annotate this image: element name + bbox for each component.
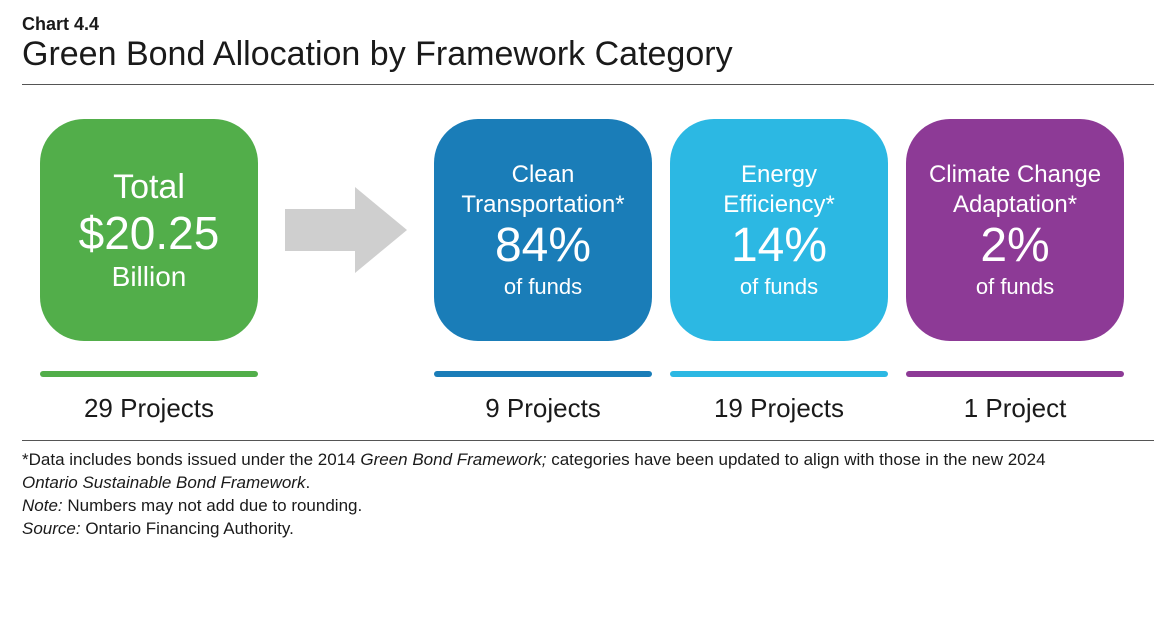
footnote-text: categories have been updated to align wi… xyxy=(547,450,1046,469)
category-underline xyxy=(906,371,1124,377)
chart-number: Chart 4.4 xyxy=(22,14,1154,35)
footnote-asterisk: *Data includes bonds issued under the 20… xyxy=(22,449,1154,495)
note-label: Note: xyxy=(22,496,63,515)
category-tile: Energy Efficiency* 14% of funds xyxy=(670,119,888,341)
category-sublabel: of funds xyxy=(976,273,1054,301)
total-unit: Billion xyxy=(112,259,187,294)
total-column: Total $20.25 Billion 29 Projects xyxy=(40,119,258,424)
total-label: Total xyxy=(113,166,185,209)
footnote-em: Green Bond Framework; xyxy=(360,450,546,469)
total-amount: $20.25 xyxy=(79,208,220,259)
category-label: Climate Change Adaptation* xyxy=(918,160,1112,220)
category-tile: Clean Transportation* 84% of funds xyxy=(434,119,652,341)
footnote-text: . xyxy=(305,473,310,492)
category-projects: 1 Project xyxy=(964,393,1067,424)
category-column-2: Climate Change Adaptation* 2% of funds 1… xyxy=(906,119,1124,424)
total-underline xyxy=(40,371,258,377)
category-tile: Climate Change Adaptation* 2% of funds xyxy=(906,119,1124,341)
category-projects: 9 Projects xyxy=(485,393,601,424)
category-percent: 2% xyxy=(980,220,1049,273)
footer-rule xyxy=(22,440,1154,441)
category-label: Energy Efficiency* xyxy=(682,160,876,220)
note-text: Numbers may not add due to rounding. xyxy=(63,496,363,515)
category-percent: 84% xyxy=(495,220,591,273)
category-sublabel: of funds xyxy=(504,273,582,301)
total-tile: Total $20.25 Billion xyxy=(40,119,258,341)
footnote-em: Ontario Sustainable Bond Framework xyxy=(22,473,305,492)
footnote-source: Source: Ontario Financing Authority. xyxy=(22,518,1154,541)
footnote-text: *Data includes bonds issued under the 20… xyxy=(22,450,360,469)
footnote-note: Note: Numbers may not add due to roundin… xyxy=(22,495,1154,518)
category-column-0: Clean Transportation* 84% of funds 9 Pro… xyxy=(434,119,652,424)
total-projects: 29 Projects xyxy=(84,393,214,424)
category-underline xyxy=(670,371,888,377)
source-text: Ontario Financing Authority. xyxy=(81,519,294,538)
category-percent: 14% xyxy=(731,220,827,273)
category-sublabel: of funds xyxy=(740,273,818,301)
source-label: Source: xyxy=(22,519,81,538)
allocation-row: Total $20.25 Billion 29 Projects Clean T… xyxy=(22,119,1154,424)
category-column-1: Energy Efficiency* 14% of funds 19 Proje… xyxy=(670,119,888,424)
category-projects: 19 Projects xyxy=(714,393,844,424)
arrow-shape xyxy=(285,187,407,273)
category-underline xyxy=(434,371,652,377)
header-rule xyxy=(22,84,1154,85)
category-label: Clean Transportation* xyxy=(446,160,640,220)
arrow-icon xyxy=(276,119,416,341)
chart-title: Green Bond Allocation by Framework Categ… xyxy=(22,35,1154,74)
